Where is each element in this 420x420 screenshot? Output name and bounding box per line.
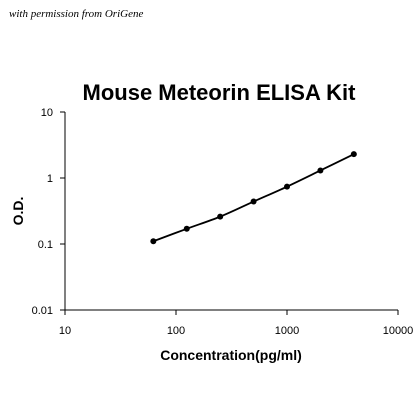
y-tick-label: 10	[41, 107, 53, 119]
x-tick-label: 100	[167, 325, 185, 337]
y-tick-label: 1	[47, 173, 53, 185]
y-tick-label: 0.1	[38, 239, 53, 251]
data-point	[317, 167, 324, 174]
data-point	[150, 238, 157, 245]
data-point	[183, 225, 190, 232]
y-axis-label: O.D.	[10, 197, 26, 226]
x-axis-ticks: 10 100 1000 10000	[59, 310, 413, 337]
fit-curve-line	[153, 153, 355, 243]
chart-title: Mouse Meteorin ELISA Kit	[83, 80, 357, 105]
data-points	[150, 151, 357, 245]
data-point	[350, 151, 357, 158]
x-tick-label: 1000	[275, 325, 299, 337]
x-tick-label: 10	[59, 325, 71, 337]
data-point	[284, 183, 290, 190]
x-tick-label: 10000	[383, 325, 414, 337]
x-axis-label: Concentration(pg/ml)	[160, 347, 302, 363]
y-tick-label: 0.01	[32, 305, 53, 317]
data-point	[250, 198, 257, 205]
permission-watermark: with permission from OriGene	[9, 8, 144, 20]
y-axis-ticks: 0.01 0.1 1 10	[32, 107, 65, 317]
data-point	[217, 213, 224, 220]
